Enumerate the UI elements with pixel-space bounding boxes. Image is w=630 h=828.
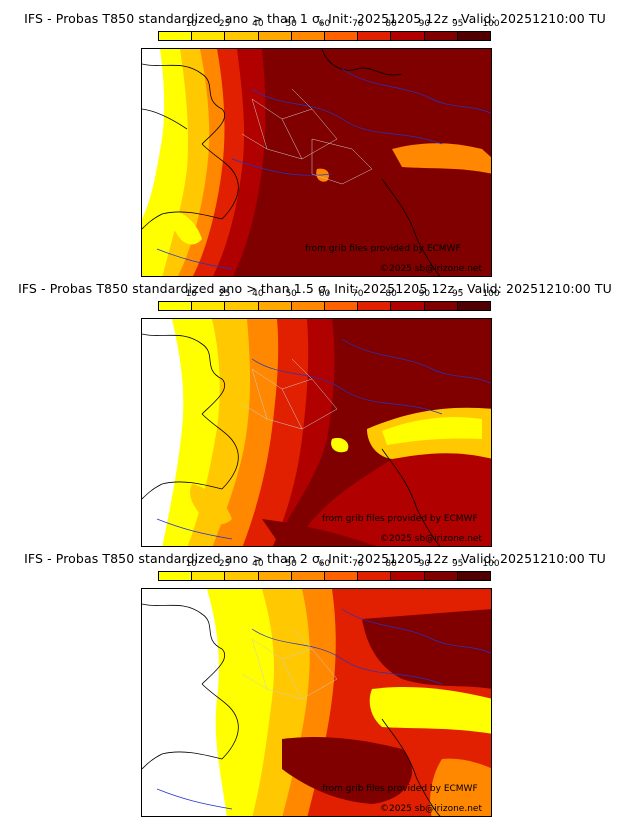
- colorbar-segment: [258, 32, 292, 40]
- colorbar-segment: [225, 302, 259, 310]
- map-svg: [142, 49, 491, 276]
- colorbar-segment: [424, 32, 458, 40]
- colorbar-segment: [391, 302, 425, 310]
- colorbar: [158, 301, 491, 311]
- colorbar-segment: [192, 302, 226, 310]
- map-panel-2: IFS - Probas T850 standardized ano > tha…: [0, 270, 630, 547]
- colorbar-segment: [159, 572, 193, 580]
- colorbar-segment: [424, 572, 458, 580]
- colorbar-segment: [325, 572, 359, 580]
- colorbar-segment: [457, 32, 491, 40]
- colorbar-tick-label: 100: [482, 19, 500, 29]
- colorbar-segment: [424, 302, 458, 310]
- panel-title: IFS - Probas T850 standardized ano > tha…: [18, 281, 612, 296]
- panel-title: IFS - Probas T850 standardized ano > tha…: [24, 551, 606, 566]
- colorbar-segment: [325, 302, 359, 310]
- map-panel-3: IFS - Probas T850 standardized ano > tha…: [0, 540, 630, 817]
- colorbar-tick-label: 50: [285, 19, 297, 29]
- colorbar-segment: [325, 32, 359, 40]
- colorbar-segment: [291, 572, 326, 580]
- colorbar-tick-label: 25: [218, 19, 231, 29]
- colorbar-segment: [291, 32, 326, 40]
- colorbar-tick-label: 10: [185, 289, 198, 299]
- colorbar-tick-label: 90: [418, 559, 431, 569]
- colorbar-tick-label: 90: [418, 19, 431, 29]
- colorbar-segment: [258, 302, 292, 310]
- colorbar-tick-label: 100: [482, 289, 500, 299]
- map-svg: [142, 589, 491, 816]
- colorbar-tick-label: 95: [451, 289, 464, 299]
- colorbar-tick-label: 40: [252, 289, 264, 299]
- colorbar-tick-label: 70: [352, 289, 364, 299]
- probability-map: [141, 318, 492, 547]
- credit-copyright: ©2025 sb@irizone.net: [380, 534, 482, 544]
- panel-title: IFS - Probas T850 standardized ano > tha…: [24, 11, 606, 26]
- colorbar-segment: [225, 572, 259, 580]
- probability-map: [141, 588, 492, 817]
- colorbar-segment: [457, 572, 491, 580]
- colorbar-tick-label: 60: [318, 289, 331, 299]
- map-panel-1: IFS - Probas T850 standardized ano > tha…: [0, 0, 630, 277]
- colorbar-segment: [192, 572, 226, 580]
- credit-source: from grib files provided by ECMWF: [305, 244, 461, 254]
- colorbar-tick-label: 80: [385, 289, 397, 299]
- colorbar-segment: [391, 32, 425, 40]
- colorbar-tick-label: 25: [218, 559, 231, 569]
- colorbar-segment: [258, 572, 292, 580]
- colorbar-tick-label: 40: [252, 559, 264, 569]
- colorbar-tick-label: 95: [451, 19, 464, 29]
- map-svg: [142, 319, 491, 546]
- colorbar-tick-label: 100: [482, 559, 500, 569]
- credit-source: from grib files provided by ECMWF: [322, 784, 478, 794]
- colorbar-tick-label: 70: [352, 559, 364, 569]
- colorbar-tick-label: 80: [385, 19, 397, 29]
- colorbar-tick-label: 70: [352, 19, 364, 29]
- colorbar-segment: [291, 302, 326, 310]
- colorbar-segment: [457, 302, 491, 310]
- colorbar-segment: [192, 32, 226, 40]
- colorbar-tick-label: 40: [252, 19, 264, 29]
- colorbar-tick-label: 50: [285, 559, 297, 569]
- credit-copyright: ©2025 sb@irizone.net: [380, 264, 482, 274]
- colorbar-tick-label: 25: [218, 289, 231, 299]
- colorbar-tick-label: 60: [318, 559, 331, 569]
- colorbar-tick-label: 95: [451, 559, 464, 569]
- credit-copyright: ©2025 sb@irizone.net: [380, 804, 482, 814]
- colorbar-segment: [225, 32, 259, 40]
- probability-map: [141, 48, 492, 277]
- credit-source: from grib files provided by ECMWF: [322, 514, 478, 524]
- colorbar: [158, 571, 491, 581]
- colorbar-segment: [159, 302, 193, 310]
- colorbar-tick-label: 90: [418, 289, 431, 299]
- colorbar: [158, 31, 491, 41]
- colorbar-tick-label: 10: [185, 559, 198, 569]
- colorbar-ticks: 10 25 40 50 60 70 80 90 95 100: [158, 559, 500, 571]
- colorbar-segment: [358, 32, 392, 40]
- colorbar-ticks: 10 25 40 50 60 70 80 90 95 100: [158, 19, 500, 31]
- colorbar-tick-label: 50: [285, 289, 297, 299]
- colorbar-segment: [358, 572, 392, 580]
- colorbar-tick-label: 10: [185, 19, 198, 29]
- colorbar-ticks: 10 25 40 50 60 70 80 90 95 100: [158, 289, 500, 301]
- colorbar-tick-label: 60: [318, 19, 331, 29]
- colorbar-tick-label: 80: [385, 559, 397, 569]
- colorbar-segment: [358, 302, 392, 310]
- colorbar-segment: [159, 32, 193, 40]
- colorbar-segment: [391, 572, 425, 580]
